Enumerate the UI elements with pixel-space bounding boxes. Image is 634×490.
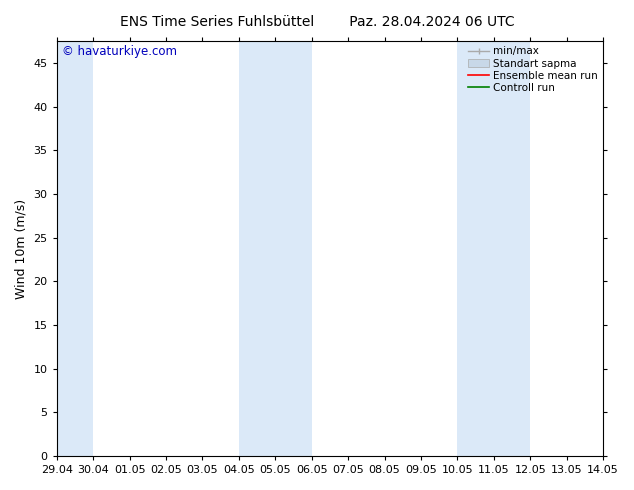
Bar	[239, 41, 312, 456]
Bar	[56, 41, 93, 456]
Legend: min/max, Standart sapma, Ensemble mean run, Controll run: min/max, Standart sapma, Ensemble mean r…	[466, 44, 600, 95]
Text: © havaturkiye.com: © havaturkiye.com	[62, 46, 177, 58]
Y-axis label: Wind 10m (m/s): Wind 10m (m/s)	[15, 198, 28, 299]
Text: ENS Time Series Fuhlsbüttel        Paz. 28.04.2024 06 UTC: ENS Time Series Fuhlsbüttel Paz. 28.04.2…	[120, 15, 514, 29]
Bar	[457, 41, 530, 456]
